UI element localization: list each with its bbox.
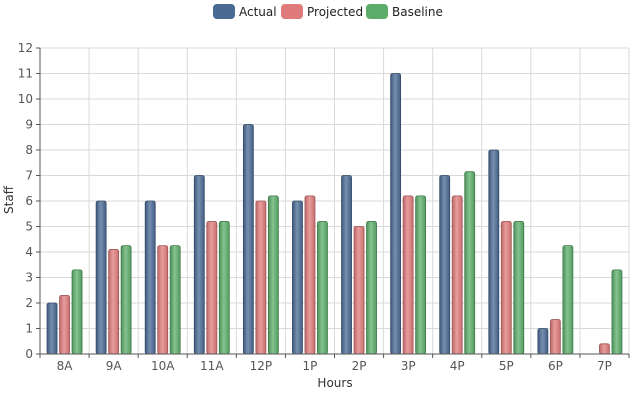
x-axis-ticks: 8A 9A 10A 11A 12P 1P 2P 3P 4P 5P 6P 7P bbox=[39, 354, 630, 373]
bar-actual-2p bbox=[341, 175, 352, 355]
y-tick-label: 0 bbox=[25, 347, 33, 361]
x-axis-title: Hours bbox=[317, 376, 352, 390]
bar-projected-1p bbox=[304, 195, 316, 355]
y-tick-label: 7 bbox=[25, 169, 33, 183]
y-tick-label: 5 bbox=[25, 220, 33, 234]
x-tick-label: 8A bbox=[57, 359, 74, 373]
x-tick-label: 6P bbox=[548, 359, 563, 373]
bar-projected-4p bbox=[451, 195, 463, 355]
bar-projected-5p bbox=[500, 220, 512, 355]
bar-baseline-6p bbox=[562, 245, 574, 355]
bar-baseline-1p bbox=[317, 220, 328, 355]
bar-baseline-9a bbox=[120, 245, 132, 355]
y-tick-label: 12 bbox=[18, 41, 33, 55]
bar-projected-3p bbox=[402, 195, 414, 355]
bar-actual-4p bbox=[439, 175, 451, 355]
bar-projected-12p bbox=[255, 200, 267, 355]
legend-swatch bbox=[281, 4, 303, 19]
bar-actual-8a bbox=[46, 302, 58, 355]
bar-baseline-3p bbox=[415, 195, 427, 355]
bar-projected-10a bbox=[157, 245, 169, 355]
x-tick-label: 10A bbox=[151, 359, 175, 373]
x-tick-label: 12P bbox=[250, 359, 273, 373]
bar-projected-2p bbox=[353, 226, 365, 355]
bar-actual-9a bbox=[95, 200, 107, 355]
bar-actual-1p bbox=[292, 200, 303, 355]
bar-baseline-5p bbox=[513, 220, 525, 355]
x-tick-label: 9A bbox=[106, 359, 123, 373]
bar-baseline-4p bbox=[464, 171, 476, 355]
x-tick-label: 5P bbox=[499, 359, 514, 373]
x-tick-label: 7P bbox=[597, 359, 612, 373]
legend-item-baseline[interactable]: Baseline bbox=[366, 4, 443, 19]
y-tick-label: 9 bbox=[25, 118, 33, 132]
y-axis-title: Staff bbox=[2, 185, 16, 214]
bar-actual-10a bbox=[144, 200, 156, 355]
bar-actual-3p bbox=[390, 73, 402, 355]
legend: Actual Projected Baseline bbox=[213, 4, 443, 19]
bar-actual-6p bbox=[537, 328, 549, 355]
bar-baseline-2p bbox=[366, 220, 377, 355]
legend-item-projected[interactable]: Projected bbox=[281, 4, 363, 19]
legend-swatch bbox=[213, 4, 235, 19]
bar-actual-11a bbox=[193, 175, 205, 355]
bar-actual-5p bbox=[488, 149, 500, 355]
bar-baseline-12p bbox=[267, 195, 279, 355]
y-tick-label: 8 bbox=[25, 143, 33, 157]
x-tick-label: 11A bbox=[200, 359, 224, 373]
y-tick-label: 6 bbox=[25, 194, 33, 208]
y-tick-label: 10 bbox=[18, 92, 33, 106]
bar-projected-8a bbox=[59, 294, 70, 355]
bar-projected-9a bbox=[108, 249, 120, 355]
x-tick-label: 1P bbox=[303, 359, 318, 373]
bar-baseline-10a bbox=[169, 245, 181, 355]
y-tick-label: 11 bbox=[18, 67, 33, 81]
x-tick-label: 3P bbox=[401, 359, 416, 373]
x-tick-label: 2P bbox=[352, 359, 367, 373]
bar-actual-12p bbox=[242, 124, 254, 355]
legend-label: Baseline bbox=[392, 5, 443, 19]
y-tick-label: 1 bbox=[25, 322, 33, 336]
legend-swatch bbox=[366, 4, 388, 19]
legend-label: Actual bbox=[239, 5, 277, 19]
y-tick-label: 3 bbox=[25, 271, 33, 285]
x-tick-label: 4P bbox=[450, 359, 465, 373]
legend-label: Projected bbox=[307, 5, 363, 19]
bar-projected-7p bbox=[599, 343, 610, 355]
bar-baseline-8a bbox=[71, 269, 83, 355]
bars bbox=[46, 73, 623, 355]
y-tick-label: 4 bbox=[25, 245, 33, 259]
bar-baseline-7p bbox=[611, 269, 623, 355]
bar-projected-6p bbox=[549, 319, 561, 355]
bar-projected-11a bbox=[206, 220, 218, 355]
bar-baseline-11a bbox=[218, 220, 230, 355]
legend-item-actual[interactable]: Actual bbox=[213, 4, 277, 19]
y-tick-label: 2 bbox=[25, 296, 33, 310]
